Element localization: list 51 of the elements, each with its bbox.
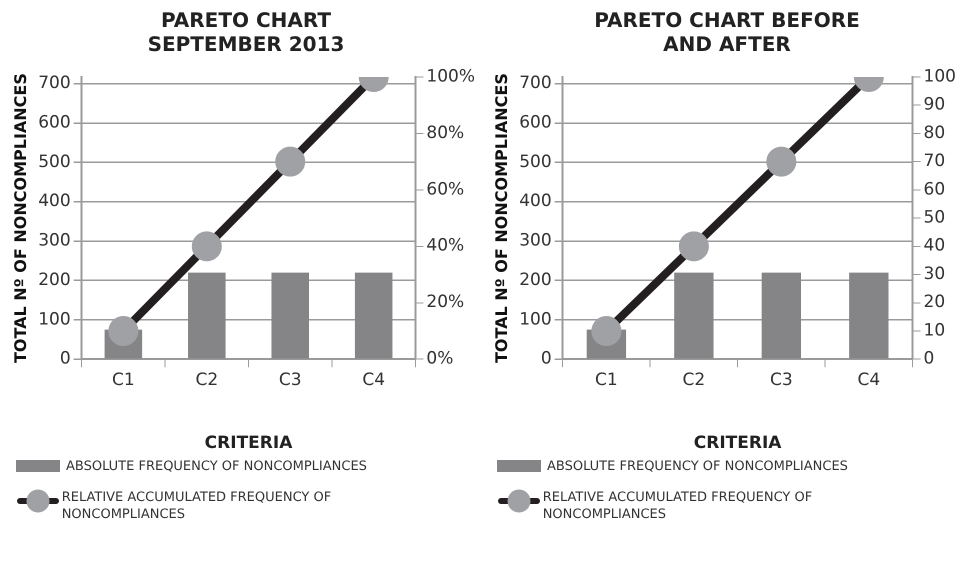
y-tick-label: 200 — [38, 270, 71, 290]
y2-tick-label: 80 — [924, 122, 946, 143]
y-tick-label: 400 — [38, 191, 71, 212]
y-tick-label: 100 — [38, 309, 71, 330]
x-tick-label: C2 — [195, 370, 218, 390]
y-tick-label: 600 — [519, 112, 552, 132]
y-tick-label: 500 — [38, 152, 71, 172]
y-axis-title: TOTAL Nº OF NONCOMPLIANCES — [492, 73, 511, 364]
y2-tick-label: 100 — [924, 66, 956, 86]
y2-tick-label: 60% — [426, 179, 464, 200]
x-tick-label: C3 — [278, 370, 302, 390]
y-tick-label: 100 — [519, 309, 552, 330]
y2-tick-label: 0 — [924, 348, 934, 369]
chart-title: PARETO CHART SEPTEMBER 2013 — [146, 8, 346, 58]
y-tick-label: 700 — [519, 73, 552, 94]
y-tick-label: 300 — [519, 230, 552, 251]
legend-label: ABSOLUTE FREQUENCY OF NONCOMPLIANCES — [66, 458, 367, 475]
y-tick-label: 0 — [540, 348, 552, 369]
y2-tick-label: 40 — [924, 236, 946, 256]
y2-tick-label: 100% — [426, 66, 476, 86]
y2-tick-label: 70 — [924, 151, 946, 172]
y-tick-label: 700 — [38, 73, 71, 94]
y2-tick-label: 30 — [924, 264, 946, 284]
x-axis-title: CRITERIA — [204, 433, 294, 454]
x-tick-label: C4 — [362, 370, 386, 390]
x-tick-label: C3 — [770, 370, 793, 390]
x-tick-label: C2 — [682, 370, 706, 390]
x-axis-title: CRITERIA — [694, 433, 782, 454]
y-axis-title: TOTAL Nº OF NONCOMPLIANCES — [10, 73, 30, 364]
x-tick-label: C1 — [112, 370, 135, 390]
y2-tick-label: 60 — [924, 179, 946, 200]
legend-label: RELATIVE ACCUMULATED FREQUENCY OF NONCOMPLIANCES — [542, 489, 814, 523]
y-tick-label: 0 — [60, 348, 71, 369]
y-tick-label: 400 — [519, 191, 552, 212]
x-tick-label: C1 — [595, 370, 618, 390]
legend-label: ABSOLUTE FREQUENCY OF NONCOMPLIANCES — [547, 458, 848, 475]
chart-title: PARETO CHART BEFORE AND AFTER — [593, 8, 861, 58]
y2-tick-label: 20% — [426, 292, 464, 312]
y-tick-label: 200 — [519, 270, 552, 290]
y2-tick-label: 80% — [426, 122, 464, 143]
y2-tick-label: 90 — [924, 94, 946, 115]
x-tick-label: C4 — [857, 370, 880, 390]
y-tick-label: 500 — [519, 152, 552, 172]
y2-tick-label: 0% — [426, 348, 454, 369]
y-tick-label: 300 — [38, 230, 71, 251]
y-tick-label: 600 — [38, 112, 71, 132]
y2-tick-label: 20 — [924, 292, 946, 312]
legend-label: RELATIVE ACCUMULATED FREQUENCY OF NONCOMPLIANCES — [62, 489, 332, 523]
y2-tick-label: 50 — [924, 208, 946, 228]
y2-tick-label: 10 — [924, 320, 946, 340]
y2-tick-label: 40% — [426, 236, 464, 256]
